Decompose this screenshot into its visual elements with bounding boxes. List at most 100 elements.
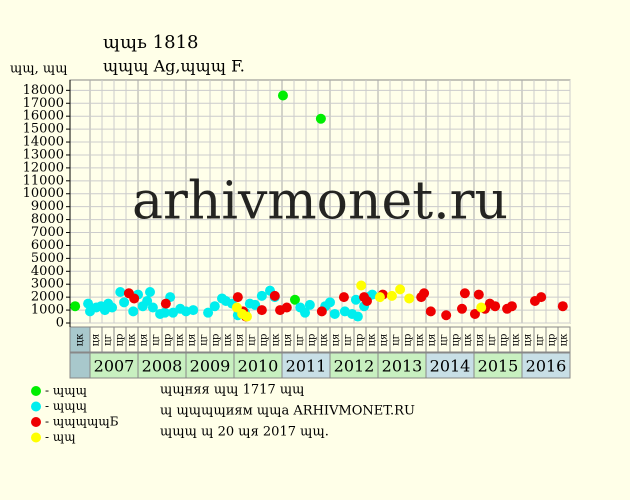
quarter-label: цк bbox=[75, 333, 86, 346]
quarter-label: цр bbox=[259, 334, 270, 347]
quarter-label: цк bbox=[511, 333, 522, 346]
quarter-label: цк bbox=[127, 333, 138, 346]
year-label: 2007 bbox=[94, 357, 135, 376]
quarter-label: цр bbox=[547, 334, 558, 347]
data-point bbox=[289, 294, 300, 305]
quarter-label: цк bbox=[367, 333, 378, 346]
year-label: 2016 bbox=[526, 357, 567, 376]
data-point bbox=[159, 307, 170, 318]
year-label: 2011 bbox=[286, 357, 327, 376]
quarter-label: цг bbox=[391, 334, 402, 346]
data-point bbox=[325, 297, 336, 308]
quarter-label: цр bbox=[403, 334, 414, 347]
data-point bbox=[107, 302, 118, 313]
quarter-label: цр bbox=[163, 334, 174, 347]
year-label: 2012 bbox=[334, 357, 375, 376]
y-tick-label: 17000 bbox=[23, 96, 64, 111]
data-point bbox=[188, 305, 199, 316]
quarter-label: цк bbox=[223, 333, 234, 346]
data-point bbox=[386, 290, 397, 301]
legend-marker bbox=[31, 417, 41, 427]
y-tick-label: 10000 bbox=[23, 186, 64, 201]
data-point bbox=[83, 298, 94, 309]
data-point bbox=[557, 301, 568, 312]
data-point bbox=[469, 308, 480, 319]
quarter-label: цк bbox=[415, 333, 426, 346]
quarter-label: ця bbox=[523, 334, 534, 347]
quarter-label: ця bbox=[427, 334, 438, 347]
legend-label: - ɰɰɰ bbox=[45, 399, 87, 413]
quarter-label: цк bbox=[559, 333, 570, 346]
data-point bbox=[329, 308, 340, 319]
quarter-cell bbox=[557, 326, 571, 353]
legend-marker bbox=[31, 386, 41, 396]
y-tick-label: 12000 bbox=[23, 160, 64, 175]
quarter-label: ця bbox=[283, 334, 294, 347]
data-point bbox=[356, 280, 367, 291]
y-tick-label: 14000 bbox=[23, 135, 64, 150]
data-point bbox=[425, 306, 436, 317]
quarter-label: ця bbox=[379, 334, 390, 347]
legend-label: - ɰɰ bbox=[45, 430, 76, 444]
chart-subtitle: ɰɰɰ Ag,ɰɰɰ F. bbox=[103, 57, 245, 76]
data-point bbox=[506, 301, 517, 312]
y-tick-label: 18000 bbox=[23, 83, 64, 98]
y-tick-label: 4000 bbox=[31, 264, 64, 279]
year-cell bbox=[281, 352, 331, 379]
y-tick-label: 15000 bbox=[23, 122, 64, 137]
data-point bbox=[316, 306, 327, 317]
legend-marker bbox=[31, 432, 41, 443]
quarter-label: цк bbox=[319, 333, 330, 346]
y-tick-label: 11000 bbox=[23, 173, 64, 188]
y-tick-label: 1000 bbox=[31, 303, 64, 318]
data-point bbox=[209, 301, 220, 312]
y-tick-label: 7000 bbox=[31, 225, 64, 240]
data-point bbox=[119, 297, 130, 308]
legend-label: - ɰɰɰ bbox=[45, 384, 87, 398]
data-point bbox=[476, 302, 487, 313]
footer-note: ɰɰɰ ɰ 20 ɰя 2017 ɰɰ. bbox=[160, 425, 329, 440]
year-label: 2010 bbox=[238, 357, 279, 376]
data-point bbox=[338, 292, 349, 303]
data-point bbox=[361, 296, 372, 307]
year-lead-cell bbox=[69, 352, 91, 379]
data-point bbox=[457, 303, 468, 314]
year-label: 2013 bbox=[382, 357, 423, 376]
legend-marker bbox=[31, 401, 41, 412]
quarter-label: цг bbox=[343, 334, 354, 346]
y-tick-label: 0 bbox=[56, 316, 64, 331]
watermark: arhivmonet.ru bbox=[132, 172, 508, 232]
quarter-label: цр bbox=[451, 334, 462, 347]
data-point bbox=[473, 289, 484, 300]
y-tick-label: 9000 bbox=[31, 199, 64, 214]
data-point bbox=[115, 286, 126, 297]
quarter-label: цг bbox=[151, 334, 162, 346]
data-point bbox=[160, 298, 171, 309]
data-point bbox=[441, 310, 452, 321]
data-point bbox=[256, 305, 267, 316]
y-tick-label: 13000 bbox=[23, 147, 64, 162]
quarter-label: ця bbox=[475, 334, 486, 347]
data-point bbox=[70, 301, 81, 312]
quarter-label: ця bbox=[91, 334, 102, 347]
data-point bbox=[277, 90, 288, 101]
data-point bbox=[281, 302, 292, 313]
data-point bbox=[142, 296, 153, 307]
data-point bbox=[128, 306, 139, 317]
y-tick-label: 5000 bbox=[31, 251, 64, 266]
year-label: 2009 bbox=[190, 357, 231, 376]
quarter-label: цг bbox=[247, 334, 258, 346]
quarter-label: цг bbox=[295, 334, 306, 346]
quarter-label: цг bbox=[535, 334, 546, 346]
quarter-label: цр bbox=[355, 334, 366, 347]
year-cell bbox=[521, 352, 571, 379]
data-point bbox=[536, 292, 547, 303]
data-point bbox=[459, 288, 470, 299]
y-tick-label: 2000 bbox=[31, 290, 64, 305]
y-tick-label: 3000 bbox=[31, 277, 64, 292]
footer-note: ɰɰняя ɰɰ 1717 ɰɰ bbox=[160, 383, 305, 398]
year-label: 2014 bbox=[430, 357, 471, 376]
quarter-label: цр bbox=[499, 334, 510, 347]
data-point bbox=[404, 293, 415, 304]
